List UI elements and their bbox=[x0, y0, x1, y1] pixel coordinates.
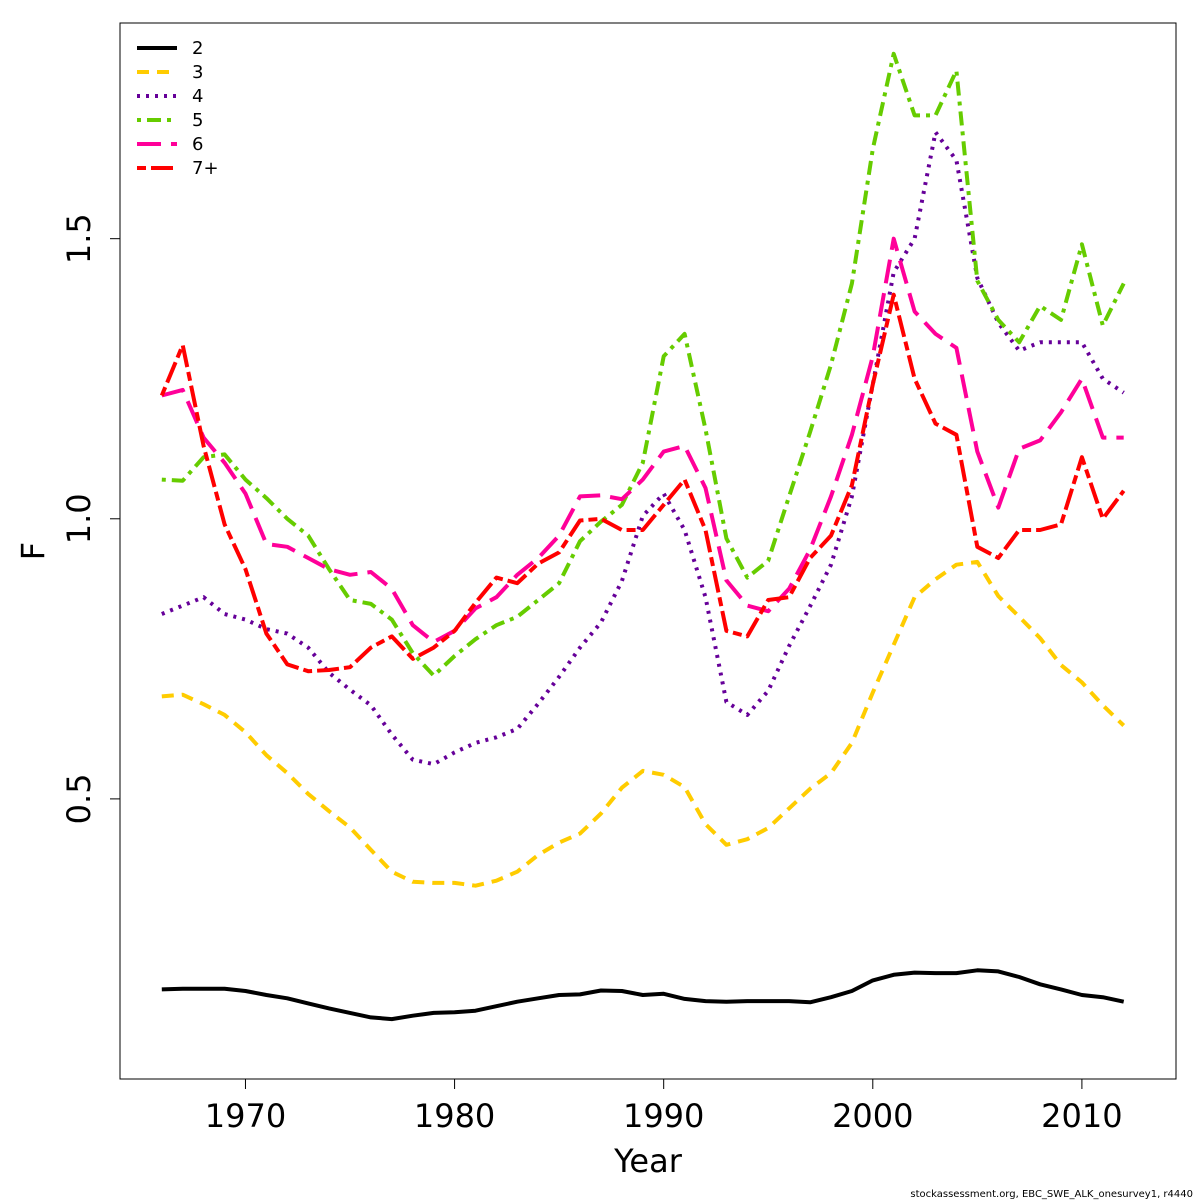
legend: 2 3 4 5 6 7+ bbox=[137, 38, 219, 179]
x-tick-label-2010: 2010 bbox=[1041, 1097, 1122, 1135]
y-tick-label-1: 1.0 bbox=[60, 493, 98, 544]
x-axis-title: Year bbox=[613, 1142, 683, 1180]
series-line-3 bbox=[161, 559, 1126, 888]
series-line-6 bbox=[161, 236, 1124, 644]
legend-label-5: 5 bbox=[192, 110, 203, 131]
x-tick-label-1970: 1970 bbox=[205, 1097, 286, 1135]
series-line-4 bbox=[161, 130, 1125, 767]
footer-credit: stockassessment.org, EBC_SWE_ALK_onesurv… bbox=[910, 1189, 1193, 1200]
plot-frame bbox=[119, 22, 1177, 1080]
x-axis: 1970 1980 1990 2000 2010 bbox=[205, 1079, 1123, 1135]
x-tick-label-2000: 2000 bbox=[832, 1097, 913, 1135]
series-line-2 bbox=[161, 968, 1125, 1022]
legend-label-3: 3 bbox=[192, 62, 203, 83]
series-line-5 bbox=[161, 51, 1126, 678]
y-axis: 0.5 1.0 1.5 bbox=[60, 213, 120, 824]
y-axis-title: F bbox=[14, 542, 52, 560]
x-tick-label-1990: 1990 bbox=[623, 1097, 704, 1135]
series-line-7plus bbox=[159, 292, 1126, 674]
legend-label-2: 2 bbox=[192, 38, 203, 59]
legend-label-6: 6 bbox=[192, 134, 203, 155]
legend-label-4: 4 bbox=[192, 86, 203, 107]
x-tick-label-1980: 1980 bbox=[414, 1097, 495, 1135]
legend-label-7plus: 7+ bbox=[192, 158, 219, 179]
series-layer bbox=[159, 51, 1126, 1022]
y-tick-label-1.5: 1.5 bbox=[60, 213, 98, 264]
y-tick-label-0.5: 0.5 bbox=[60, 773, 98, 824]
